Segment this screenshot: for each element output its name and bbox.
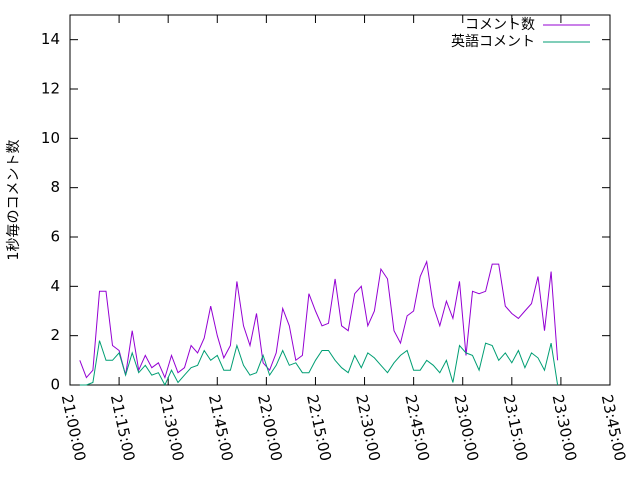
x-tick-label: 21:45:00	[205, 393, 237, 463]
x-tick-label: 23:15:00	[500, 393, 532, 463]
x-tick-label: 23:45:00	[598, 393, 630, 463]
y-axis-label: 1秒毎のコメント数	[6, 140, 22, 261]
y-tick-label: 8	[50, 178, 60, 196]
plot-border	[69, 14, 611, 386]
y-tick-label: 12	[41, 80, 60, 98]
data-line	[79, 340, 559, 387]
x-tick-label: 22:15:00	[303, 393, 335, 463]
y-tick-label: 10	[41, 129, 60, 147]
x-tick-label: 22:45:00	[401, 393, 433, 463]
y-tick-label: 4	[50, 277, 60, 295]
legend-label: 英語コメント	[451, 33, 535, 50]
x-tick-label: 21:30:00	[156, 393, 188, 463]
y-tick-label: 2	[50, 326, 60, 344]
y-tick-label: 6	[50, 228, 60, 246]
x-tick-label: 21:15:00	[107, 393, 139, 463]
legend-label: コメント数	[465, 17, 535, 33]
y-tick-label: 14	[41, 30, 60, 48]
x-tick-label: 22:30:00	[352, 393, 384, 463]
data-line	[79, 259, 559, 380]
x-tick-label: 23:00:00	[450, 393, 482, 463]
x-tick-label: 21:00:00	[58, 393, 90, 463]
x-tick-label: 23:30:00	[549, 393, 581, 463]
x-tick-label: 22:00:00	[254, 393, 286, 463]
y-tick-label: 0	[50, 376, 60, 394]
